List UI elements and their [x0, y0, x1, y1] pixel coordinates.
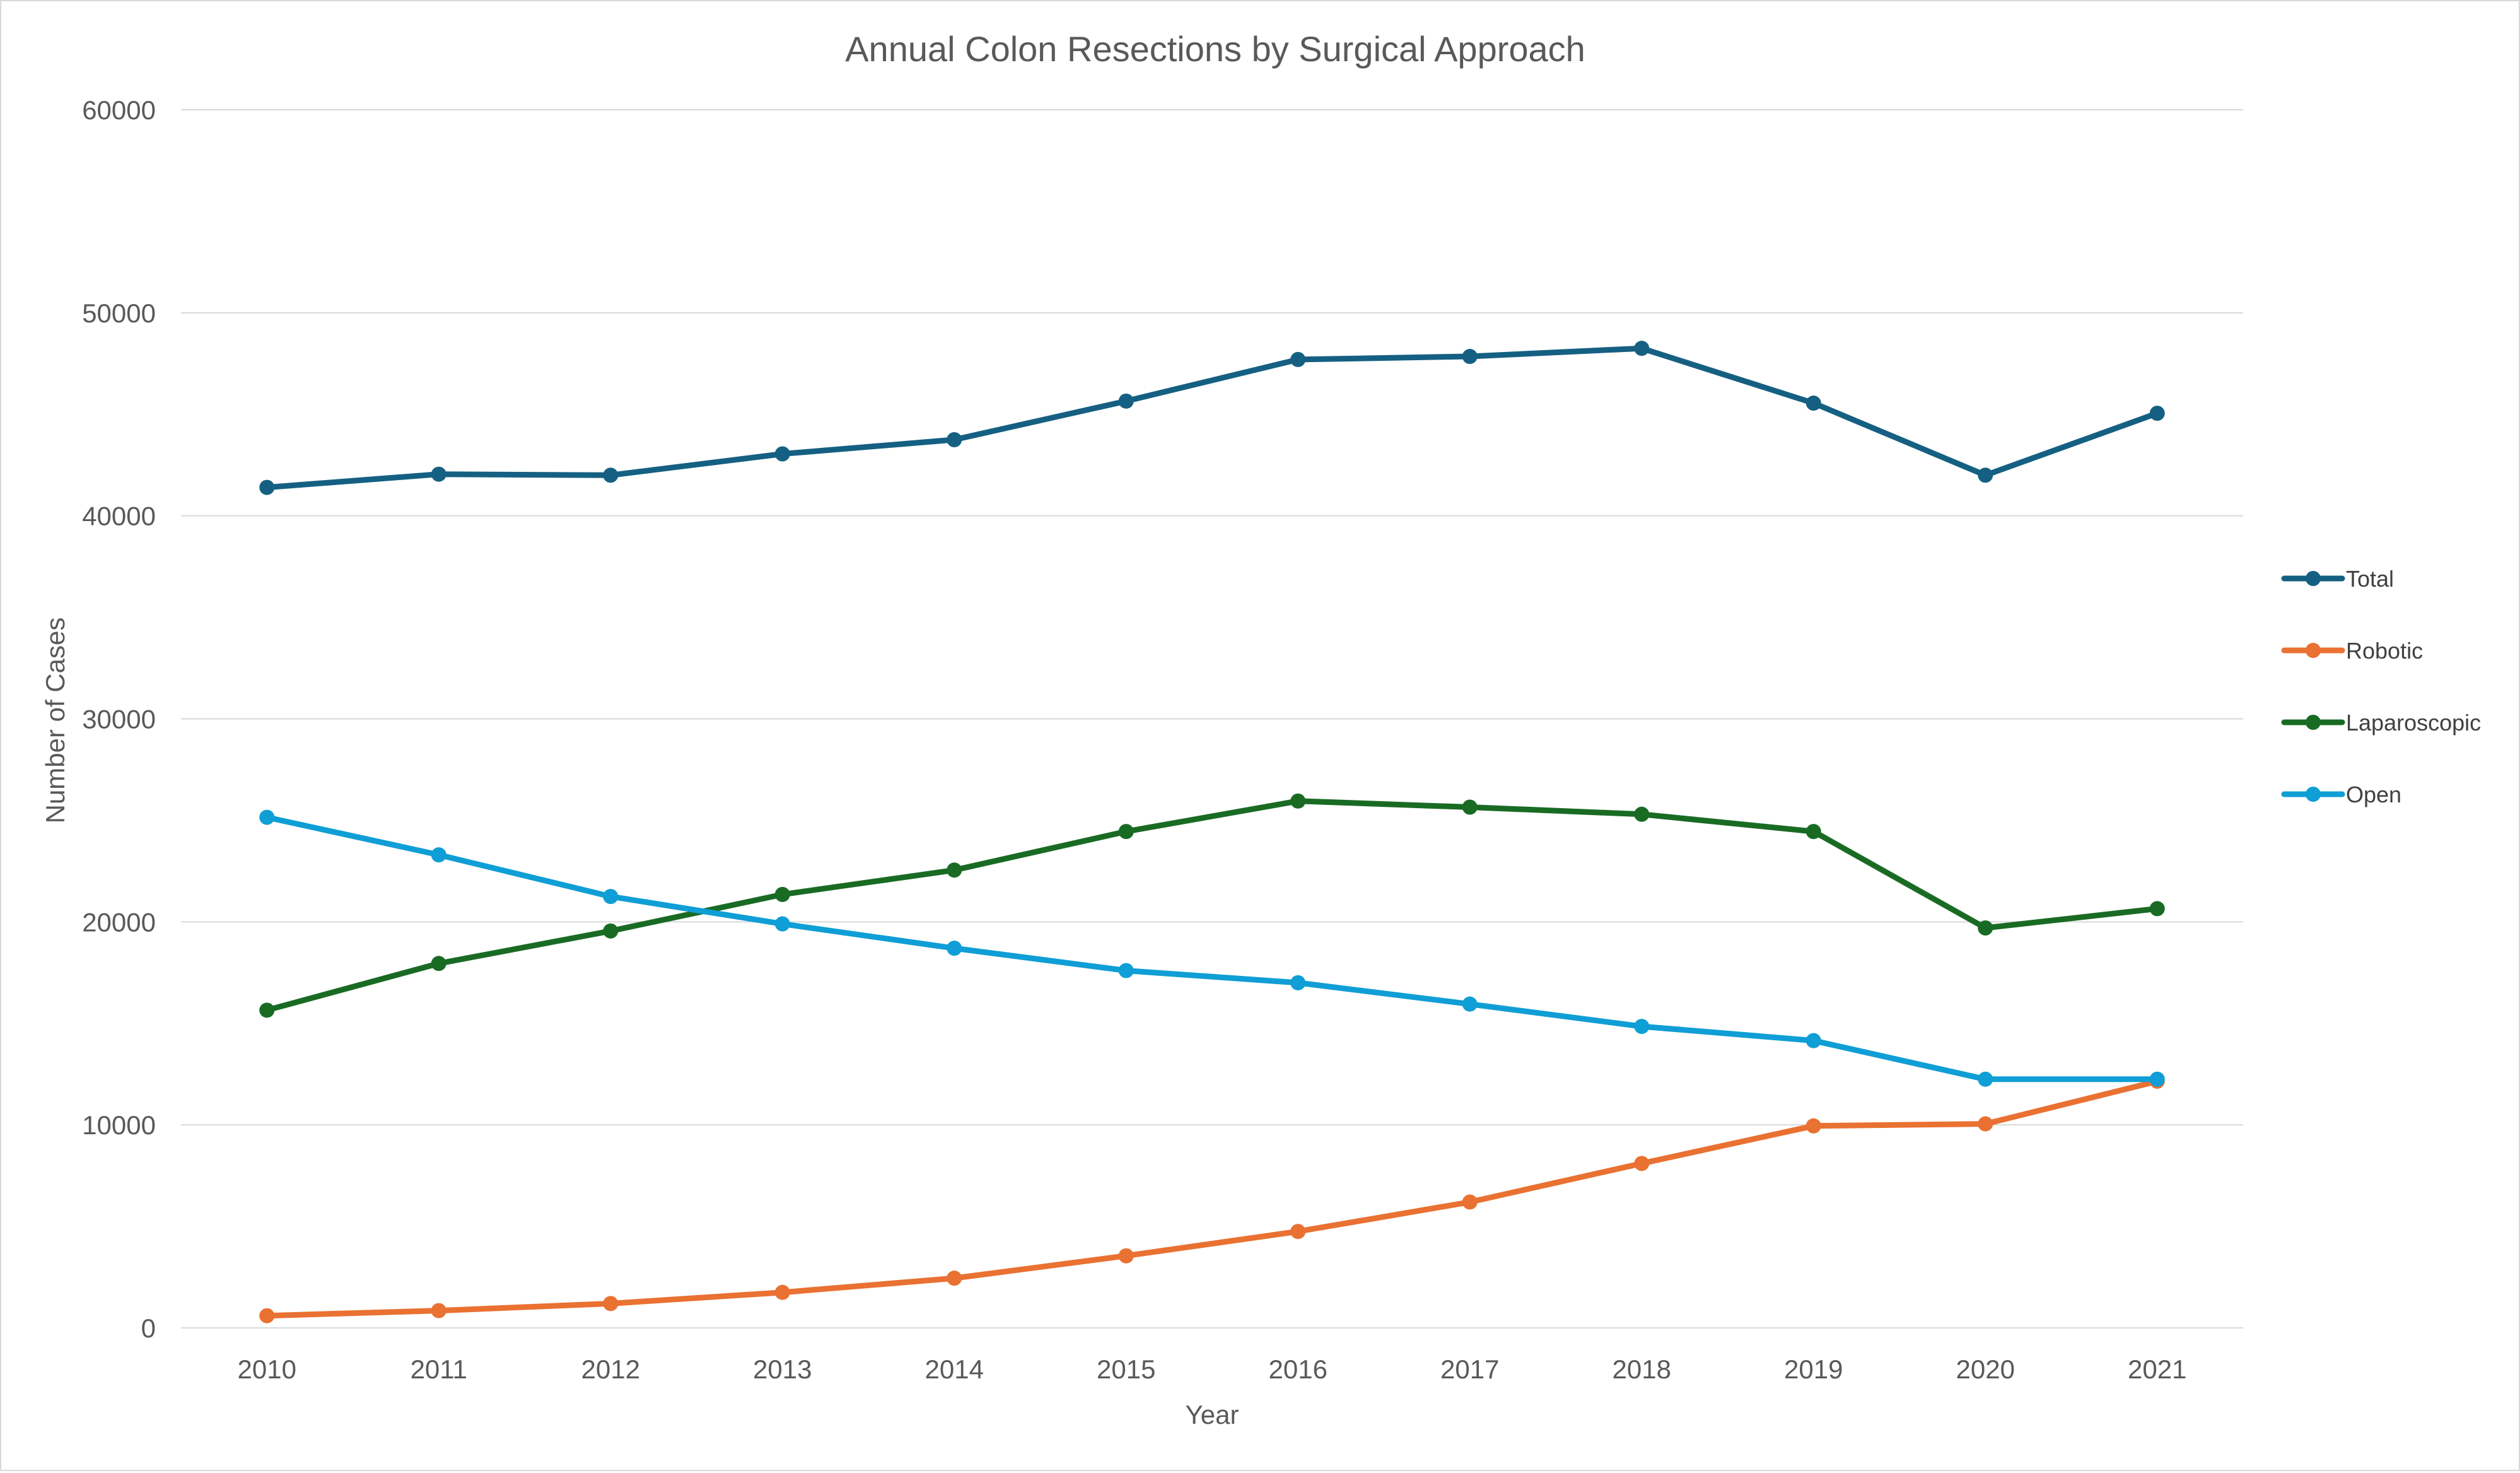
legend-swatch-marker: [2306, 571, 2321, 586]
data-point-laparoscopic: [1290, 793, 1306, 809]
x-tick-label: 2011: [411, 1354, 467, 1384]
data-point-robotic: [431, 1303, 446, 1318]
series-line-total: [264, 345, 2161, 491]
legend-item-open: Open: [2281, 782, 2401, 807]
data-point-total: [774, 446, 790, 462]
data-point-open: [1462, 996, 1478, 1012]
chart-title: Annual Colon Resections by Surgical Appr…: [845, 29, 1585, 69]
data-point-laparoscopic: [947, 862, 962, 878]
data-point-laparoscopic: [1634, 806, 1650, 822]
data-point-robotic: [603, 1296, 619, 1312]
data-point-open: [259, 809, 275, 825]
data-point-laparoscopic: [774, 886, 790, 902]
data-point-robotic: [947, 1271, 962, 1286]
data-point-laparoscopic: [431, 956, 446, 971]
data-point-robotic: [1634, 1156, 1650, 1171]
legend: Total Robotic Laparoscopic Open: [2281, 566, 2481, 807]
legend-label: Robotic: [2346, 638, 2423, 664]
legend-item-laparoscopic: Laparoscopic: [2281, 710, 2481, 736]
x-tick-label: 2020: [1956, 1354, 2015, 1384]
series-layer: [259, 341, 2165, 1323]
data-point-total: [2149, 406, 2165, 421]
data-point-robotic: [1118, 1248, 1134, 1264]
legend-item-total: Total: [2281, 566, 2394, 592]
x-tick-label: 2016: [1269, 1354, 1327, 1384]
series-laparoscopic: [259, 793, 2165, 1018]
data-point-total: [431, 466, 446, 482]
data-point-open: [1978, 1071, 1993, 1087]
data-point-open: [947, 941, 962, 956]
data-point-total: [1805, 396, 1821, 411]
data-point-total: [603, 467, 619, 483]
x-tick-label: 2015: [1097, 1354, 1155, 1384]
series-line-laparoscopic: [264, 798, 2161, 1013]
legend-label: Laparoscopic: [2346, 710, 2481, 736]
y-tick-label: 10000: [82, 1110, 156, 1140]
data-point-total: [947, 431, 962, 447]
data-point-total: [1290, 351, 1306, 367]
y-tick-label: 40000: [82, 502, 156, 531]
data-point-laparoscopic: [2149, 901, 2165, 917]
data-point-open: [1290, 975, 1306, 990]
data-point-laparoscopic: [1462, 799, 1478, 815]
data-point-open: [2149, 1071, 2165, 1087]
data-point-robotic: [1805, 1118, 1821, 1134]
x-tick-label: 2019: [1784, 1354, 1843, 1384]
data-point-robotic: [1462, 1194, 1478, 1210]
gridlines: [181, 109, 2243, 1329]
y-axis-title: Number of Cases: [40, 618, 70, 824]
data-point-laparoscopic: [259, 1002, 275, 1018]
data-point-total: [259, 479, 275, 495]
data-point-robotic: [774, 1284, 790, 1300]
legend-swatch-marker: [2306, 787, 2321, 802]
y-tick-label: 60000: [82, 95, 156, 125]
data-point-total: [1634, 341, 1650, 356]
series-robotic: [259, 1073, 2165, 1323]
data-point-robotic: [1978, 1116, 1993, 1132]
y-tick-label: 30000: [82, 705, 156, 734]
legend-label: Open: [2346, 782, 2401, 807]
legend-swatch-marker: [2306, 643, 2321, 658]
legend-swatch-marker: [2306, 715, 2321, 730]
series-line-robotic: [264, 1078, 2161, 1319]
data-point-laparoscopic: [1978, 920, 1993, 936]
data-point-robotic: [1290, 1224, 1306, 1240]
x-tick-label: 2017: [1440, 1354, 1499, 1384]
series-line-open: [264, 814, 2161, 1083]
x-tick-label: 2010: [238, 1354, 296, 1384]
data-point-open: [1118, 963, 1134, 978]
x-tick-label: 2018: [1613, 1354, 1671, 1384]
y-tick-label: 50000: [82, 298, 156, 328]
data-point-robotic: [259, 1308, 275, 1323]
x-tick-label: 2014: [925, 1354, 984, 1384]
series-open: [259, 809, 2165, 1087]
x-tick-label: 2012: [581, 1354, 640, 1384]
legend-item-robotic: Robotic: [2281, 638, 2423, 664]
data-point-open: [774, 916, 790, 932]
data-point-open: [431, 847, 446, 863]
y-tick-label: 20000: [82, 907, 156, 937]
y-axis-tick-labels: 0 10000 20000 30000 40000 50000 60000: [82, 95, 156, 1343]
data-point-laparoscopic: [603, 923, 619, 939]
series-total: [259, 341, 2165, 495]
x-tick-label: 2013: [753, 1354, 812, 1384]
data-point-total: [1118, 393, 1134, 409]
x-tick-label: 2021: [2128, 1354, 2186, 1384]
data-point-laparoscopic: [1118, 824, 1134, 840]
x-axis-tick-labels: 2010 2011 2012 2013 2014 2015 2016 2017 2018 2019…: [238, 1354, 2187, 1384]
data-point-open: [1634, 1019, 1650, 1035]
data-point-total: [1462, 349, 1478, 365]
x-axis-title: Year: [1186, 1400, 1239, 1429]
data-point-open: [603, 889, 619, 905]
data-point-total: [1978, 467, 1993, 483]
legend-label: Total: [2346, 566, 2394, 592]
data-point-open: [1805, 1033, 1821, 1048]
data-point-laparoscopic: [1805, 824, 1821, 840]
y-tick-label: 0: [141, 1313, 156, 1343]
